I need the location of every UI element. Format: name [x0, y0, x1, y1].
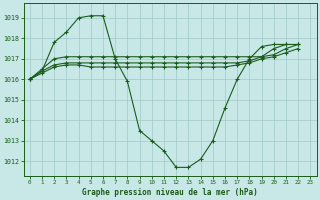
X-axis label: Graphe pression niveau de la mer (hPa): Graphe pression niveau de la mer (hPa) [82, 188, 258, 197]
